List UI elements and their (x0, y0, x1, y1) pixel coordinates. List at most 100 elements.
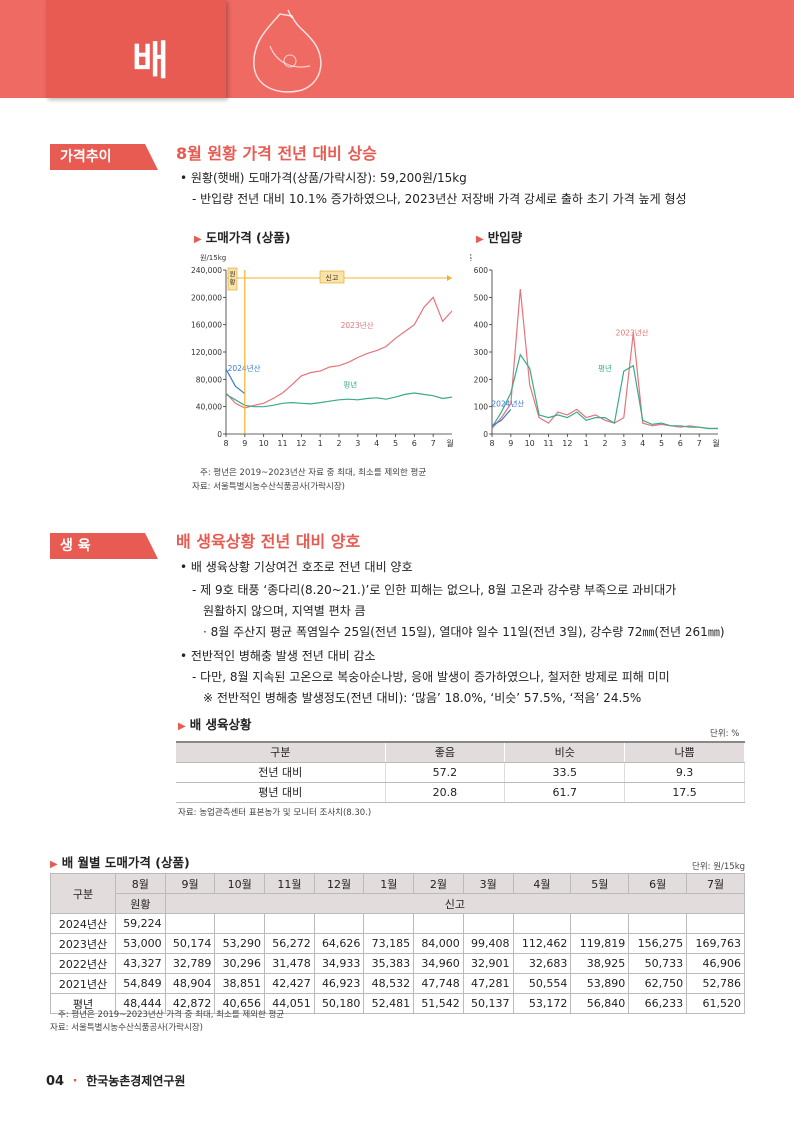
table-header-row: 구분 8월 9월 10월 11월 12월 1월 2월 3월 4월 5월 6월 7… (50, 873, 745, 914)
x-tick-label: 8 (223, 439, 228, 448)
page-footer: 04 · 한국농촌경제연구원 (46, 1072, 185, 1089)
table-row: 2023년산 53,000 50,174 53,290 56,272 64,626 73,1… (50, 933, 745, 954)
series-label: 2024년산 (228, 363, 261, 373)
section-tag-growth: 생 육 (50, 533, 158, 559)
series-label: 2024년산 (491, 399, 524, 409)
y-tick-label: 200,000 (191, 293, 222, 302)
singo-box (319, 270, 345, 284)
table-cell: 50,174 (164, 933, 216, 954)
row-label: 2024년산 (50, 913, 116, 934)
table-header: 9월 (164, 873, 216, 894)
chart2-title: 반입량 (487, 230, 523, 245)
series-line (491, 289, 718, 430)
table-cell: 32,683 (512, 953, 572, 974)
table-cell: 66,233 (628, 993, 688, 1014)
price-bullet: • 원황(햇배) 도매가격(상품/가락시장): 59,200원/15kg (180, 171, 467, 185)
table-cell: 112,462 (512, 933, 572, 954)
table-cell: 53,172 (512, 993, 572, 1014)
growth-sub-1b: 원활하지 않으며, 지역별 편차 큼 (203, 604, 366, 618)
x-tick-label: 7 (431, 439, 436, 448)
table-header: 8월 (115, 873, 166, 894)
table-cell: 34,933 (313, 953, 365, 974)
table-cell: 평년 대비 (176, 782, 386, 803)
table-cell (462, 913, 514, 934)
table-header: 12월 (313, 873, 365, 894)
x-tick-label: 10 (259, 439, 269, 448)
triangle-icon: ▶ (194, 234, 202, 245)
y-tick-label: 0 (217, 430, 222, 439)
x-tick-label: 11 (543, 439, 553, 448)
y-tick-label: 120,000 (191, 348, 222, 357)
table-cell (164, 913, 216, 934)
table-cell (628, 913, 688, 934)
triangle-icon: ▶ (50, 859, 58, 870)
table-cell: 42,872 (164, 993, 216, 1014)
table-cell: 31,478 (264, 953, 315, 974)
monthly-table-heading: ▶ 배 월별 도매가격 (상품) (50, 852, 190, 871)
table-cell: 35,383 (363, 953, 415, 974)
row-label: 2023년산 (50, 933, 116, 954)
row-label: 2021년산 (50, 973, 116, 994)
table-cell: 50,137 (462, 993, 514, 1014)
x-tick-label: 11 (277, 439, 287, 448)
table-cell: 99,408 (462, 933, 514, 954)
table-cell: 33.5 (504, 762, 626, 783)
series-label: 평년 (343, 380, 357, 390)
x-axis-label: 월 (446, 438, 453, 448)
series-label: 2023년산 (341, 320, 374, 330)
table-cell: 50,180 (313, 993, 365, 1014)
table-cell: 53,290 (214, 933, 266, 954)
table-header: 신고 (164, 893, 746, 914)
series-label: 2023년산 (616, 328, 649, 338)
y-tick-label: 160,000 (191, 321, 222, 330)
table-header: 구분 (50, 873, 116, 914)
arrow-head (447, 275, 452, 281)
row-label: 2022년산 (50, 953, 116, 974)
growth-sub-2b: ※ 전반적인 병해충 발생정도(전년 대비): ‘많음’ 18.0%, ‘비슷’… (203, 691, 642, 705)
table-header: 5월 (570, 873, 630, 894)
table-cell: 38,851 (214, 973, 266, 994)
y-tick-label: 40,000 (196, 403, 222, 412)
wonhwang-box (227, 267, 238, 291)
table-header: 3월 (462, 873, 514, 894)
x-tick-label: 12 (296, 439, 306, 448)
growth-bullet-1: • 배 생육상황 기상여건 호조로 전년 대비 양호 (180, 560, 413, 574)
x-tick-label: 3 (355, 439, 360, 448)
table-cell: 52,786 (686, 973, 745, 994)
table-cell: 56,840 (570, 993, 630, 1014)
monthly-source: 자료: 서울특별시농수산식품공사(가락시장) (50, 1023, 203, 1033)
x-tick-label: 6 (412, 439, 417, 448)
x-tick-label: 1 (318, 439, 323, 448)
y-tick-label: 600 (474, 266, 489, 275)
x-tick-label: 12 (562, 439, 572, 448)
table-cell: 84,000 (413, 933, 464, 954)
x-tick-label: 5 (393, 439, 398, 448)
growth-table-heading: ▶ 배 생육상황 (178, 714, 252, 733)
y-tick-label: 500 (474, 293, 489, 302)
table-cell: 44,051 (264, 993, 315, 1014)
section-title-growth: 배 생육상황 전년 대비 양호 (176, 532, 361, 551)
table-cell: 64,626 (313, 933, 365, 954)
table-row: 평년 대비 20.8 61.7 17.5 (176, 782, 745, 803)
y-tick-label: 300 (474, 348, 489, 357)
table-row: 평년 48,444 42,872 40,656 44,051 50,180 52,481 51… (50, 993, 745, 1014)
table-cell: 47,281 (462, 973, 514, 994)
table-cell: 30,296 (214, 953, 266, 974)
table-cell: 53,890 (570, 973, 630, 994)
x-tick-label: 4 (640, 439, 645, 448)
table-cell: 38,925 (570, 953, 630, 974)
table-cell (570, 913, 630, 934)
pear-icon (253, 9, 322, 93)
table-cell: 40,656 (214, 993, 266, 1014)
table-header: 4월 (512, 873, 572, 894)
growth-table-title: 배 생육상황 (189, 717, 252, 732)
table-cell: 50,733 (628, 953, 688, 974)
table-cell (313, 913, 365, 934)
table-cell: 73,185 (363, 933, 415, 954)
footer-org: 한국농촌경제연구원 (86, 1074, 186, 1088)
table-header: 10월 (214, 873, 266, 894)
price-chart: 원/15kg 0 40,000 80,000 120,000 160,000 200,000… (191, 253, 454, 448)
table-cell (512, 913, 572, 934)
table-cell: 62,750 (628, 973, 688, 994)
y-tick-label: 100 (474, 403, 489, 412)
